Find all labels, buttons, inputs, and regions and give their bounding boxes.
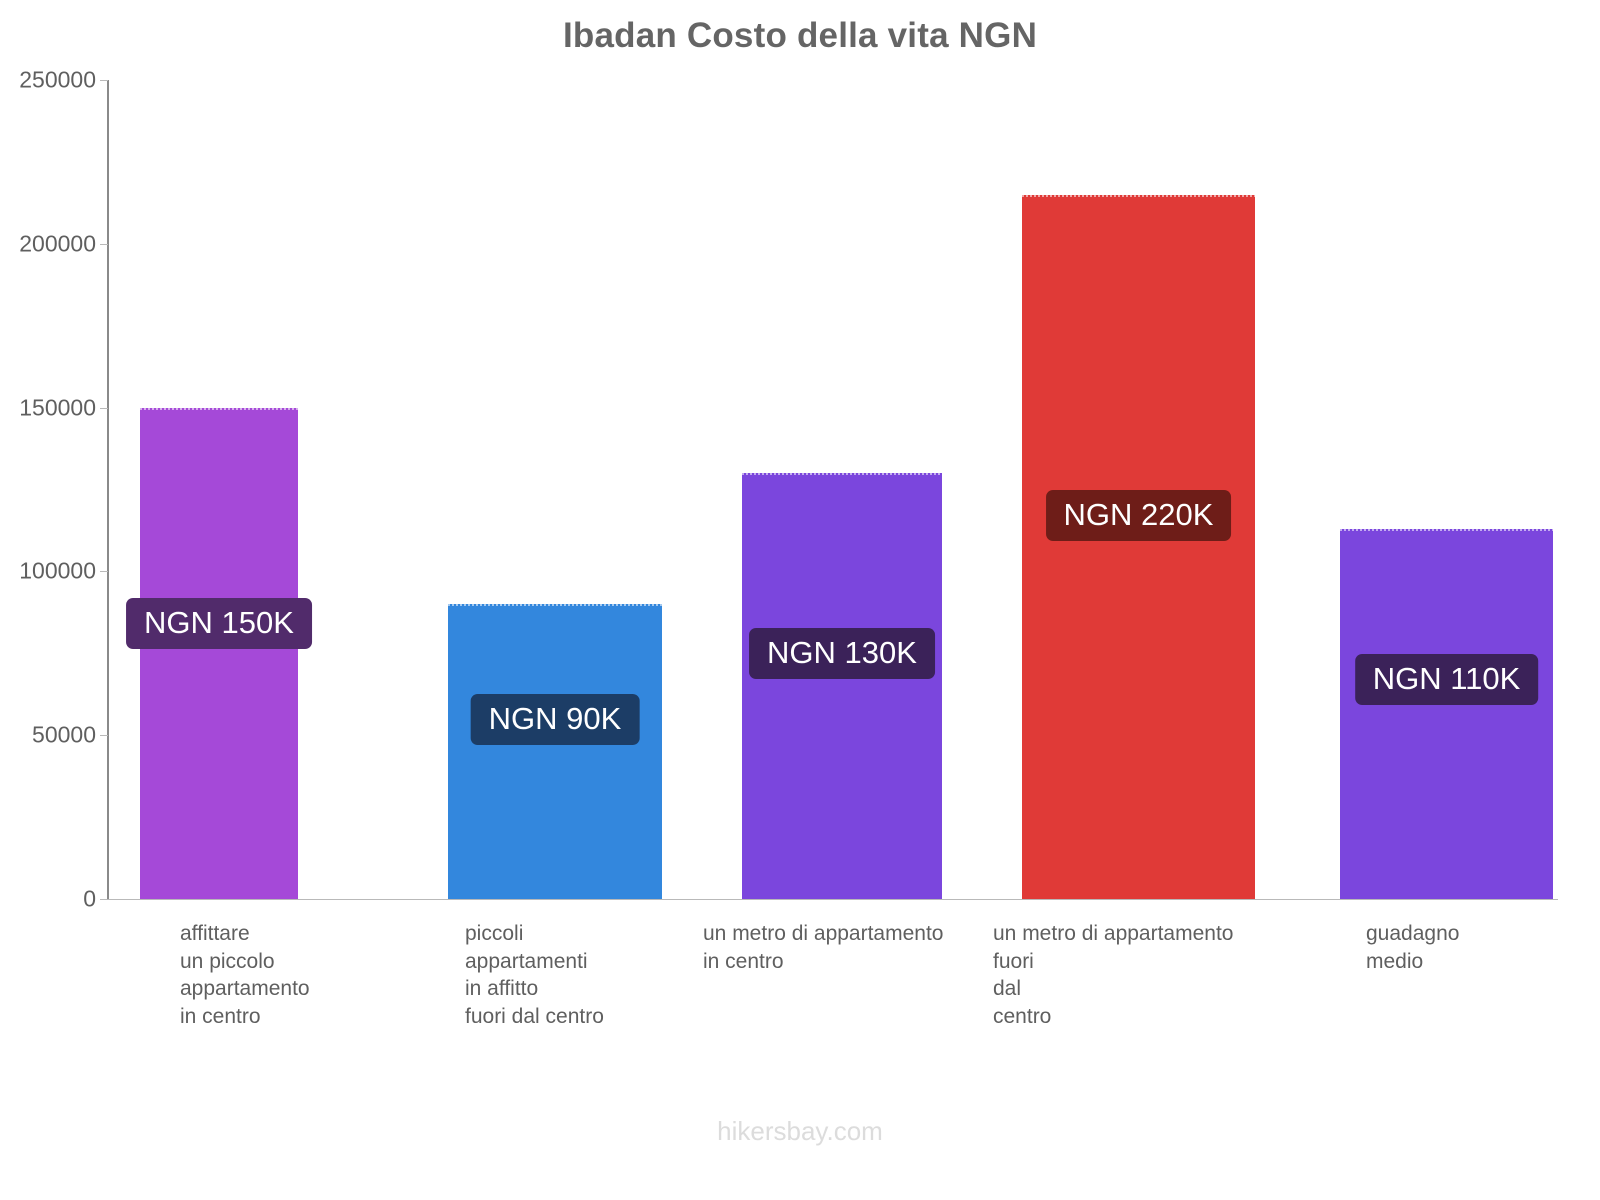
- y-tick-label: 150000: [19, 394, 96, 421]
- bar-value-label: NGN 130K: [749, 628, 935, 680]
- x-axis-label: piccoli appartamenti in affitto fuori da…: [465, 922, 604, 1028]
- y-tick-mark: [100, 735, 108, 737]
- bar-top-edge: [140, 407, 298, 410]
- x-axis-label: affittare un piccolo appartamento in cen…: [180, 922, 310, 1028]
- bar-value-label: NGN 110K: [1354, 653, 1539, 705]
- bar-top-edge: [742, 473, 942, 476]
- y-axis-line: [107, 80, 109, 900]
- plot-area: NGN 150K NGN 90K NGN 130K NGN 220K NGN 110K: [108, 80, 1558, 899]
- x-axis-label: un metro di appartamento fuori dal centr…: [993, 922, 1234, 1028]
- bar-value-label: NGN 150K: [126, 597, 312, 649]
- bar-value-label: NGN 220K: [1045, 489, 1232, 541]
- bar[interactable]: NGN 90K: [448, 604, 662, 899]
- bar-value-label: NGN 90K: [470, 694, 640, 746]
- y-tick-label: 200000: [19, 230, 96, 257]
- x-axis-label: guadagno medio: [1366, 922, 1460, 973]
- bar[interactable]: NGN 150K: [126, 407, 312, 899]
- y-tick-mark: [100, 407, 108, 409]
- bar-top-edge: [448, 604, 662, 607]
- y-tick-mark: [100, 899, 108, 900]
- x-axis-line: [108, 899, 1558, 900]
- y-tick-mark: [100, 243, 108, 245]
- y-tick-mark: [100, 80, 108, 81]
- bar[interactable]: NGN 110K: [1340, 528, 1553, 899]
- y-tick-label: 250000: [19, 66, 96, 93]
- y-tick-mark: [100, 571, 108, 573]
- bar-top-edge: [1340, 528, 1553, 531]
- bar[interactable]: NGN 220K: [1022, 194, 1255, 899]
- y-tick-label: 0: [83, 885, 96, 912]
- y-axis-ticks: 0 50000 100000 150000 200000 250000: [0, 0, 108, 1200]
- page-title: Ibadan Costo della vita NGN: [562, 16, 1038, 55]
- y-tick-label: 50000: [32, 721, 96, 748]
- y-tick-label: 100000: [19, 557, 96, 584]
- x-axis-label: un metro di appartamento in centro: [703, 922, 944, 973]
- watermark: hikersbay.com: [717, 1116, 883, 1146]
- bar-top-edge: [1022, 194, 1255, 197]
- bar[interactable]: NGN 130K: [742, 473, 942, 899]
